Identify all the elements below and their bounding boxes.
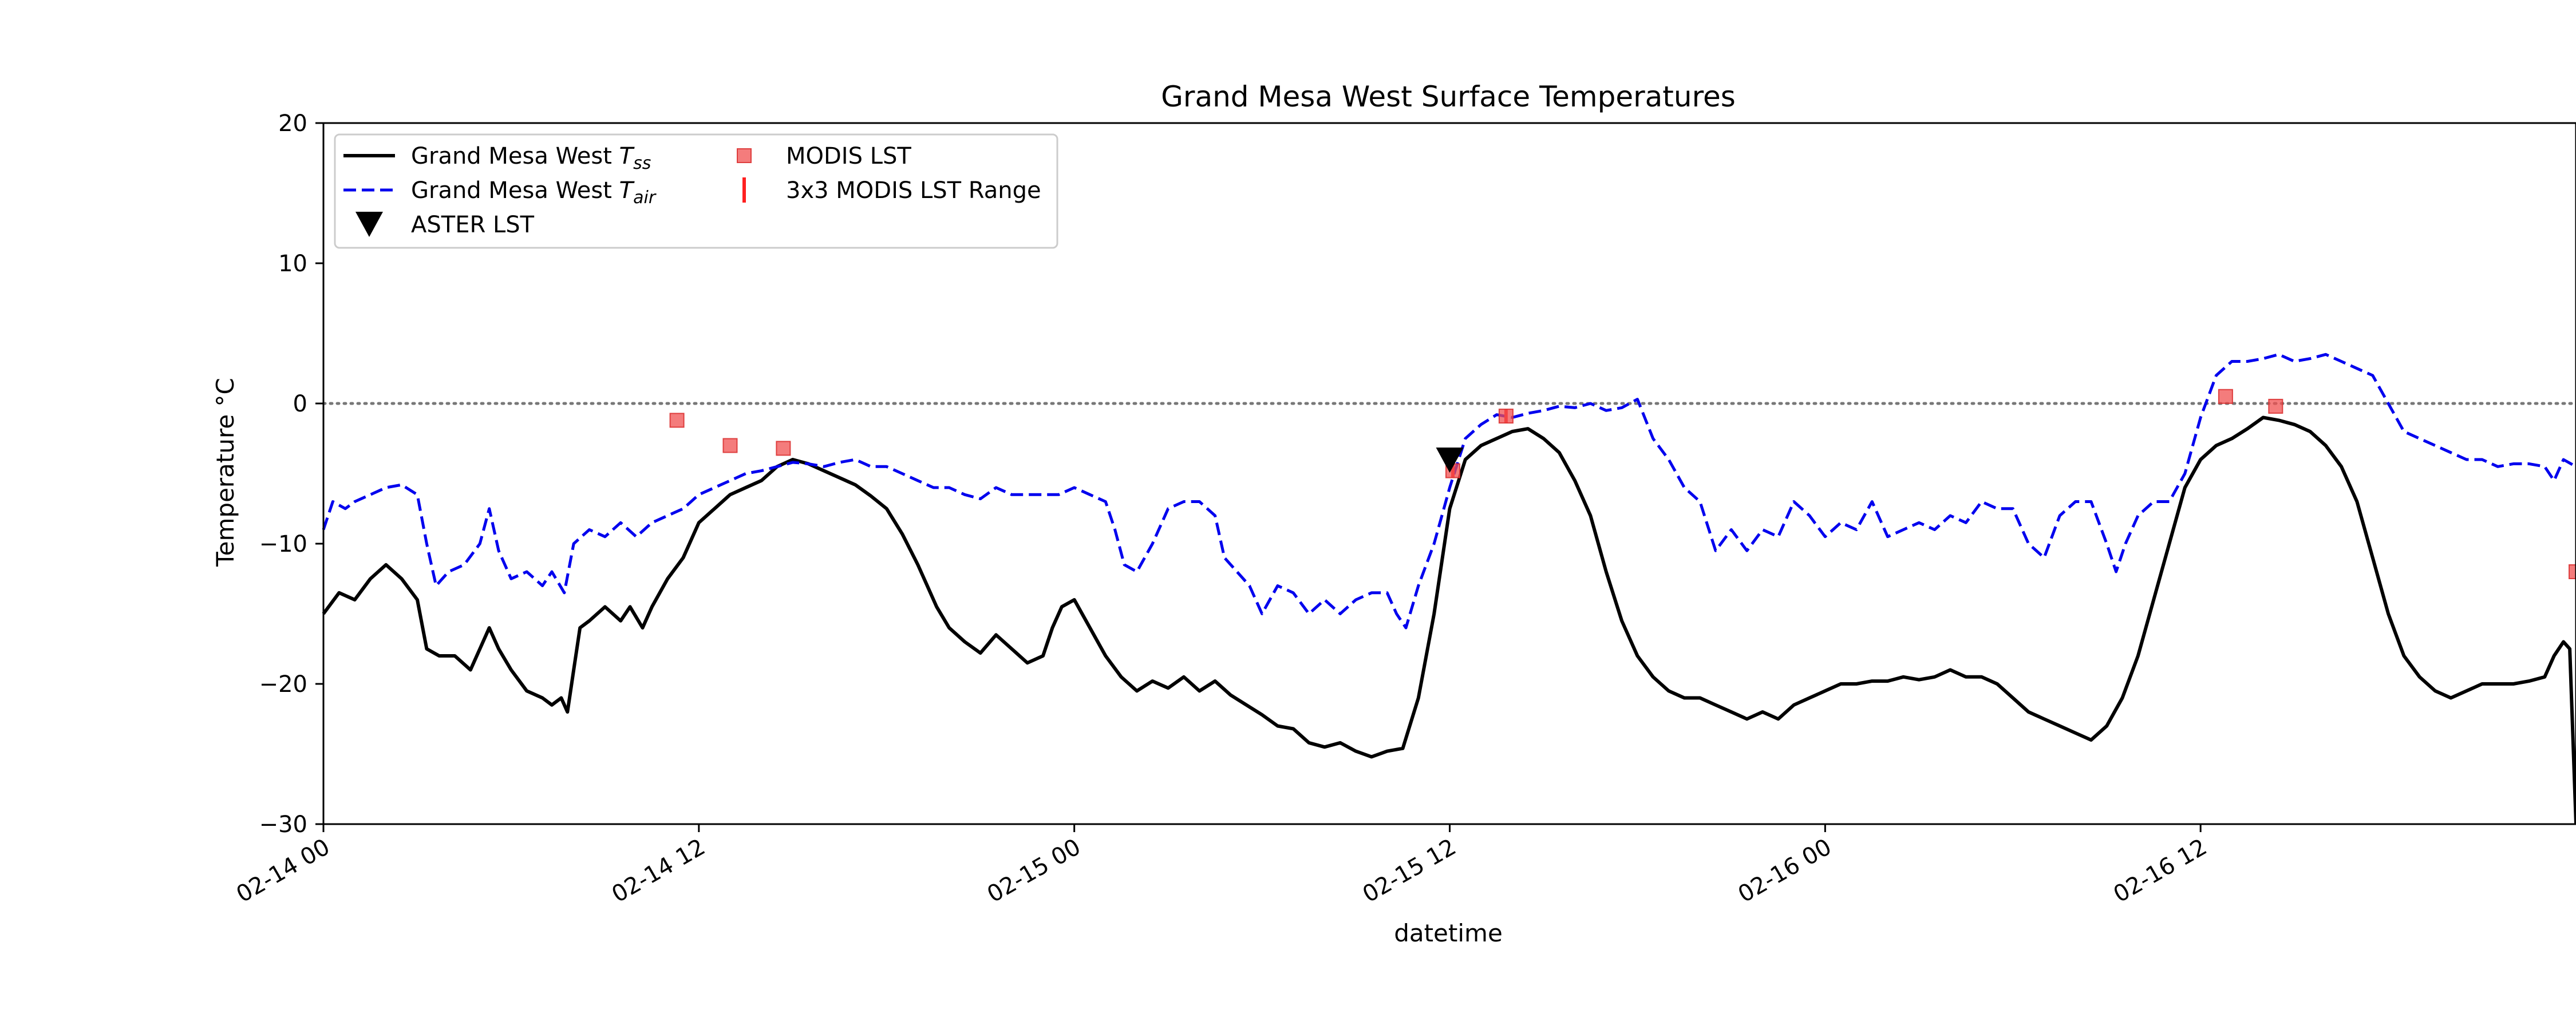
x-axis-label: datetime bbox=[1394, 919, 1503, 947]
y-tick-label: −30 bbox=[259, 812, 307, 838]
modis-lst-marker bbox=[2268, 398, 2283, 414]
chart-title: Grand Mesa West Surface Temperatures bbox=[1161, 80, 1736, 113]
y-tick-label: 20 bbox=[278, 110, 307, 137]
x-tick-label: 02-15 00 bbox=[983, 834, 1085, 908]
modis-lst-marker bbox=[776, 441, 791, 456]
modis-lst-marker bbox=[669, 413, 685, 428]
x-tick-label: 02-16 12 bbox=[2109, 834, 2211, 908]
x-tick-label: 02-14 00 bbox=[232, 834, 334, 908]
y-tick-label: −10 bbox=[259, 531, 307, 557]
y-tick-label: 10 bbox=[278, 251, 307, 277]
legend-label-range: 3x3 MODIS LST Range bbox=[786, 177, 1041, 204]
modis-lst-marker bbox=[2569, 564, 2576, 579]
legend-label-modis: MODIS LST bbox=[786, 143, 911, 169]
modis-lst-marker bbox=[1498, 409, 1514, 424]
x-tick-label: 02-16 00 bbox=[1734, 834, 1836, 908]
plot-area: −30 −20 −10 0 10 20 02-14 00 02-14 12 02-15 00 02… bbox=[232, 110, 2576, 908]
legend-label-tss: Grand Mesa West Tss bbox=[411, 143, 651, 173]
aster-lst-marker bbox=[1436, 448, 1464, 473]
modis-lst-marker bbox=[2218, 389, 2233, 404]
x-tick-label: 02-15 12 bbox=[1358, 834, 1461, 908]
legend: Grand Mesa West Tss Grand Mesa West Tair A… bbox=[334, 133, 1058, 249]
modis-lst-marker bbox=[722, 438, 738, 453]
legend-label-tair: Grand Mesa West Tair bbox=[411, 177, 657, 208]
legend-modis-icon bbox=[737, 148, 752, 163]
y-tick-label: 0 bbox=[293, 391, 307, 417]
series-line-tair bbox=[322, 353, 2576, 630]
y-tick-label: −20 bbox=[259, 671, 307, 698]
legend-box bbox=[334, 133, 1058, 249]
y-axis-label: Temperature °C bbox=[211, 378, 239, 567]
legend-aster-icon bbox=[355, 212, 383, 237]
series-line-tss bbox=[322, 415, 2576, 825]
legend-label-aster: ASTER LST bbox=[411, 212, 535, 238]
x-tick-label: 02-14 12 bbox=[607, 834, 710, 908]
